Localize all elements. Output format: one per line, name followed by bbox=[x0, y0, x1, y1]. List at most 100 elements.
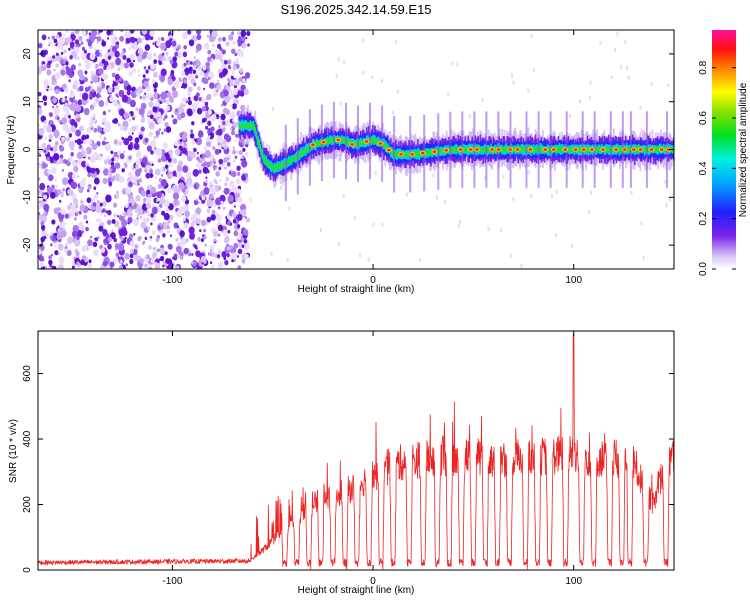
spectrogram-noise-cell bbox=[74, 217, 77, 221]
spectrogram-noise-cell bbox=[83, 55, 87, 58]
spectrogram-noise-cell bbox=[150, 213, 154, 218]
spectrogram-noise-cell bbox=[67, 171, 74, 179]
spectrogram-peak-cell bbox=[378, 142, 383, 145]
spectrogram-faint-cell bbox=[371, 75, 374, 80]
spectrogram-noise-cell bbox=[149, 235, 153, 239]
spectrogram-peak-cell bbox=[508, 148, 512, 151]
spectrogram-faint-cell bbox=[502, 174, 505, 179]
spectrogram-noise-cell bbox=[137, 37, 142, 44]
spectrogram-noise-cell bbox=[219, 179, 222, 182]
spectrogram-noise-cell bbox=[224, 189, 227, 193]
colorbar-gradient bbox=[712, 30, 736, 269]
spectrogram-noise-cell bbox=[68, 133, 73, 138]
spectrogram-faint-cell bbox=[436, 195, 438, 200]
spectrogram-noise-cell bbox=[143, 80, 149, 88]
spectrogram-noise-cell bbox=[189, 133, 195, 139]
spectrogram-noise-cell bbox=[61, 98, 65, 103]
spectrogram-noise-cell bbox=[142, 156, 148, 165]
spectrogram-noise-cell bbox=[68, 47, 71, 51]
spectrogram-noise-cell bbox=[140, 117, 146, 123]
spectrogram-y-tick-label: 10 bbox=[22, 96, 33, 108]
spectrogram-noise-cell bbox=[244, 216, 247, 219]
spectrogram-noise-cell bbox=[74, 212, 79, 217]
spectrogram-noise-cell bbox=[160, 174, 164, 177]
spectrogram-noise-cell bbox=[59, 199, 62, 203]
spectrogram-x-tick-label: 100 bbox=[565, 275, 582, 286]
spectrogram-noise-cell bbox=[43, 149, 47, 153]
spectrogram-noise-cell bbox=[64, 113, 69, 119]
spectrogram-ridge-cell bbox=[568, 146, 571, 152]
spectrogram-noise-cell bbox=[204, 179, 208, 183]
spectrogram-noise-cell bbox=[181, 96, 187, 104]
spectrogram-ridge-cell bbox=[558, 147, 561, 154]
spectrogram-noise-cell bbox=[80, 259, 85, 266]
spectrogram-noise-cell bbox=[223, 60, 228, 65]
spectrogram-noise-cell bbox=[233, 121, 239, 128]
spectrogram-noise-cell bbox=[38, 164, 43, 169]
spectrogram-noise-cell bbox=[98, 225, 104, 232]
spectrogram-noise-cell bbox=[247, 43, 250, 47]
spectrogram-noise-cell bbox=[87, 188, 90, 193]
spectrogram-noise-cell bbox=[196, 101, 199, 106]
spectrogram-faint-cell bbox=[630, 190, 633, 195]
spectrogram-noise-cell bbox=[38, 211, 41, 216]
spectrogram-noise-cell bbox=[81, 160, 87, 168]
spectrogram-noise-cell bbox=[76, 261, 80, 266]
spectrogram-noise-cell bbox=[146, 210, 149, 213]
spectrogram-y-tick-label: 0 bbox=[22, 146, 33, 152]
spectrogram-noise-cell bbox=[123, 80, 129, 87]
spectrogram-noise-cell bbox=[160, 255, 165, 262]
spectrogram-faint-cell bbox=[532, 68, 535, 73]
spectrogram-noise-cell bbox=[38, 248, 42, 256]
spectrogram-ridge-cell bbox=[342, 136, 344, 143]
spectrogram-noise-cell bbox=[165, 160, 169, 164]
spectrogram-noise-cell bbox=[74, 46, 80, 54]
spectrogram-noise-cell bbox=[97, 126, 103, 133]
spectrogram-noise-cell bbox=[201, 198, 206, 204]
spectrogram-noise-cell bbox=[56, 162, 59, 166]
spectrogram-ridge-cell bbox=[406, 152, 408, 158]
spectrogram-noise-cell bbox=[164, 164, 169, 170]
spectrogram-ridge-cell bbox=[372, 137, 375, 144]
spectrogram-ridge-cell bbox=[244, 123, 247, 129]
spectrogram-faint-cell bbox=[616, 31, 619, 36]
spectrogram-noise-cell bbox=[154, 92, 158, 97]
spectrogram-ridge-cell bbox=[241, 124, 243, 129]
spectrogram-noise-cell bbox=[180, 112, 186, 119]
spectrogram-noise-cell bbox=[92, 241, 98, 248]
spectrogram-noise-cell bbox=[226, 161, 231, 167]
spectrogram-noise-cell bbox=[149, 35, 154, 41]
spectrogram-ridge-cell bbox=[361, 139, 364, 147]
spectrogram-noise-cell bbox=[221, 251, 227, 258]
spectrogram-noise-cell bbox=[210, 214, 216, 221]
spectrogram-noise-cell bbox=[121, 94, 129, 103]
spectrogram-ridge-cell bbox=[260, 148, 263, 155]
spectrogram-noise-cell bbox=[43, 194, 48, 200]
spectrogram-noise-cell bbox=[126, 165, 129, 169]
spectrogram-ridge-cell bbox=[486, 147, 489, 153]
spectrogram-noise-cell bbox=[228, 34, 234, 41]
spectrogram-noise-cell bbox=[52, 55, 55, 59]
spectrogram-noise-cell bbox=[59, 36, 66, 45]
spectrogram-noise-cell bbox=[139, 216, 142, 219]
spectrogram-ridge-cell bbox=[643, 148, 645, 153]
spectrogram-ridge-cell bbox=[656, 145, 659, 153]
spectrogram-faint-cell bbox=[270, 251, 273, 256]
spectrogram-noise-cell bbox=[152, 207, 158, 215]
spectrogram-noise-cell bbox=[207, 109, 213, 115]
spectrogram-noise-cell bbox=[223, 145, 228, 150]
spectrogram-noise-cell bbox=[245, 217, 251, 223]
spectrogram-noise-cell bbox=[100, 247, 106, 253]
spectrogram-noise-cell bbox=[150, 97, 154, 101]
spectrogram-noise-cell bbox=[173, 199, 179, 206]
spectrogram-noise-cell bbox=[87, 41, 92, 47]
spectrogram-noise-cell bbox=[231, 31, 235, 35]
spectrogram-ridge-cell bbox=[579, 146, 582, 153]
spectrogram-noise-cell bbox=[164, 114, 168, 119]
spectrogram-noise-cell bbox=[78, 187, 84, 194]
spectrogram-peak-cell bbox=[444, 149, 449, 152]
spectrogram-noise-cell bbox=[214, 148, 220, 155]
spectrogram-noise-cell bbox=[71, 203, 77, 210]
spectrogram-noise-cell bbox=[222, 139, 227, 145]
spectrogram-noise-cell bbox=[215, 197, 222, 206]
